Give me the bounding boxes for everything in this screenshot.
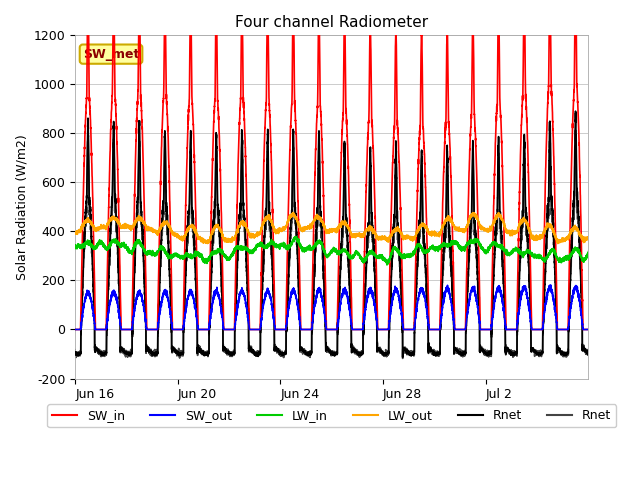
X-axis label: Time: Time xyxy=(557,407,588,420)
SW_out xyxy=(109,291,116,297)
SW_in xyxy=(97,326,105,332)
Rnet xyxy=(410,350,417,356)
LW_in xyxy=(206,253,214,259)
LW_in xyxy=(584,249,592,254)
Rnet xyxy=(399,356,406,361)
SW_out xyxy=(276,326,284,332)
Rnet xyxy=(97,351,105,357)
LW_out xyxy=(289,209,297,215)
Line: Rnet: Rnet xyxy=(75,130,588,359)
LW_out xyxy=(206,237,214,243)
SW_in xyxy=(584,326,592,332)
Text: SW_met: SW_met xyxy=(83,48,140,60)
Rnet xyxy=(109,175,116,181)
LW_in xyxy=(97,238,105,244)
SW_out xyxy=(272,326,280,332)
Rnet xyxy=(399,354,406,360)
SW_in xyxy=(71,326,79,332)
Rnet xyxy=(71,347,79,352)
Rnet xyxy=(572,127,579,133)
Legend: SW_in, SW_out, LW_in, LW_out, Rnet, Rnet: SW_in, SW_out, LW_in, LW_out, Rnet, Rnet xyxy=(47,404,616,427)
SW_in xyxy=(206,285,214,290)
Title: Four channel Radiometer: Four channel Radiometer xyxy=(236,15,428,30)
LW_out xyxy=(554,240,562,246)
Line: LW_in: LW_in xyxy=(75,237,588,265)
Rnet xyxy=(109,159,116,165)
LW_in xyxy=(292,234,300,240)
Line: SW_out: SW_out xyxy=(75,285,588,329)
Y-axis label: Solar Radiation (W/m2): Solar Radiation (W/m2) xyxy=(15,134,28,280)
LW_in xyxy=(383,262,391,268)
LW_in xyxy=(272,241,280,247)
Rnet xyxy=(410,350,417,356)
Rnet xyxy=(584,350,592,356)
LW_out xyxy=(276,229,284,235)
Line: LW_out: LW_out xyxy=(75,212,588,243)
SW_out xyxy=(547,282,554,288)
LW_in xyxy=(410,251,418,257)
LW_out xyxy=(272,228,280,233)
Line: SW_in: SW_in xyxy=(75,0,588,329)
SW_out xyxy=(584,326,592,332)
Rnet xyxy=(97,351,105,357)
LW_out xyxy=(410,235,417,240)
SW_in xyxy=(410,326,417,332)
Rnet xyxy=(584,349,592,355)
LW_in xyxy=(71,245,79,251)
Rnet xyxy=(272,348,280,354)
Rnet xyxy=(206,319,214,324)
LW_in xyxy=(109,240,116,245)
SW_out xyxy=(71,326,79,332)
SW_out xyxy=(206,320,214,326)
Line: Rnet: Rnet xyxy=(75,111,588,357)
Rnet xyxy=(276,352,284,358)
SW_out xyxy=(410,326,417,332)
LW_out xyxy=(584,235,592,240)
SW_in xyxy=(276,326,284,332)
LW_out xyxy=(71,229,79,235)
Rnet xyxy=(71,349,79,355)
Rnet xyxy=(276,349,284,355)
SW_out xyxy=(97,326,105,332)
LW_in xyxy=(276,242,284,248)
SW_in xyxy=(272,326,280,332)
LW_out xyxy=(97,225,105,231)
SW_in xyxy=(109,43,116,48)
Rnet xyxy=(572,108,579,114)
Rnet xyxy=(272,347,280,353)
LW_out xyxy=(109,215,116,220)
Rnet xyxy=(206,320,214,326)
